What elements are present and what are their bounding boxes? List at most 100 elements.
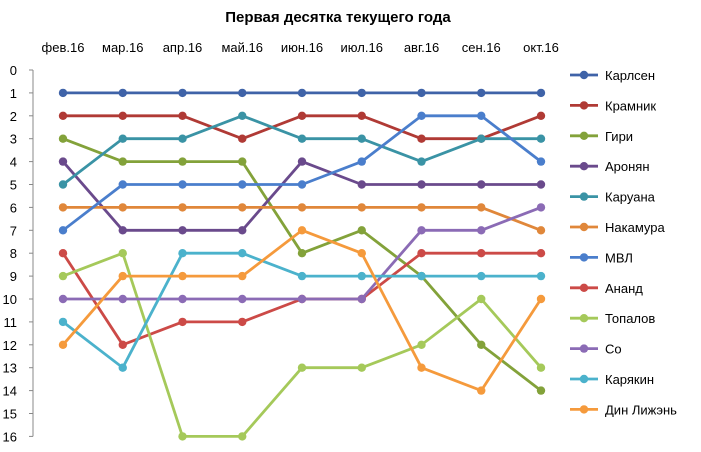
data-point: [536, 180, 546, 189]
data-point: [238, 88, 247, 98]
legend-label: Топалов: [605, 311, 655, 326]
legend-label: Гири: [605, 129, 633, 144]
data-point: [417, 88, 426, 98]
legend: Карлсен Крамник Гири Аронян Каруана Накамура М…: [570, 68, 677, 417]
series: [58, 249, 546, 441]
data-point: [118, 111, 127, 121]
series-line: [61, 160, 543, 232]
data-point: [417, 134, 426, 143]
data-point: [417, 249, 426, 258]
series-line: [61, 114, 543, 232]
series: [58, 203, 546, 235]
legend-item: Со: [570, 342, 622, 357]
data-point: [58, 226, 68, 235]
data-point: [477, 249, 486, 258]
data-point: [58, 88, 68, 98]
data-point: [536, 157, 546, 166]
data-point: [238, 226, 247, 235]
legend-swatch-marker: [579, 70, 589, 80]
data-point: [58, 134, 68, 143]
data-point: [536, 226, 546, 235]
data-point: [118, 363, 127, 372]
data-point: [58, 203, 68, 212]
legend-label: МВЛ: [605, 250, 633, 265]
legend-swatch-marker: [579, 162, 589, 171]
data-point: [238, 203, 247, 212]
y-tick-label: 5: [10, 178, 17, 193]
data-point: [118, 271, 127, 281]
data-point: [297, 226, 307, 235]
data-point: [536, 249, 546, 258]
data-point: [178, 111, 187, 121]
data-point: [297, 157, 307, 166]
y-tick-label: 0: [10, 63, 17, 78]
data-point: [477, 294, 486, 304]
data-point: [357, 157, 366, 166]
legend-item: Дин Лижэнь: [570, 402, 677, 417]
x-tick-label: апр.16: [163, 40, 203, 55]
legend-item: Карякин: [570, 372, 654, 387]
data-point: [417, 340, 426, 349]
data-point: [536, 134, 546, 143]
data-point: [536, 386, 546, 395]
data-point: [357, 134, 366, 143]
x-axis-tick-labels: фев.16 мар.16 апр.16 май.16 июн.16 июл.16 авг.…: [42, 40, 559, 55]
data-point: [178, 203, 187, 212]
x-tick-label: авг.16: [404, 40, 439, 55]
data-point: [178, 317, 187, 327]
legend-swatch-marker: [579, 344, 589, 353]
data-point: [238, 294, 247, 304]
data-point: [118, 88, 127, 98]
series: [58, 111, 546, 189]
data-point: [357, 180, 366, 189]
data-point: [297, 134, 307, 143]
series-line: [61, 137, 543, 393]
legend-item: Крамник: [570, 98, 656, 113]
data-point: [58, 340, 68, 349]
data-point: [178, 249, 187, 258]
data-point: [118, 203, 127, 212]
data-point: [477, 340, 486, 349]
legend-swatch-marker: [579, 283, 589, 292]
data-point: [178, 271, 187, 281]
data-point: [297, 111, 307, 121]
data-point: [238, 432, 247, 441]
y-tick-label: 14: [3, 384, 17, 399]
series: [58, 111, 546, 235]
x-tick-label: май.16: [221, 40, 263, 55]
data-point: [58, 249, 68, 258]
data-point: [238, 249, 247, 258]
legend-swatch-marker: [579, 101, 589, 110]
data-point: [238, 111, 247, 121]
y-tick-label: 12: [3, 338, 17, 353]
legend-label: Карякин: [605, 372, 654, 387]
series: [58, 134, 546, 395]
data-point: [297, 180, 307, 189]
y-tick-label: 3: [10, 132, 17, 147]
data-point: [477, 134, 486, 143]
y-tick-label: 13: [3, 361, 17, 376]
series: [58, 226, 546, 395]
data-point: [58, 180, 68, 189]
legend-item: Гири: [570, 129, 633, 144]
legend-item: МВЛ: [570, 250, 633, 265]
data-point: [417, 226, 426, 235]
chart-title: Первая десятка текущего года: [225, 9, 451, 26]
data-point: [417, 363, 426, 372]
series: [58, 111, 546, 143]
data-point: [536, 88, 546, 98]
data-point: [297, 294, 307, 304]
data-point: [178, 294, 187, 304]
data-point: [238, 271, 247, 281]
data-point: [357, 226, 366, 235]
series: [58, 157, 546, 235]
legend-label: Аронян: [605, 159, 650, 174]
data-point: [297, 271, 307, 281]
data-point: [118, 134, 127, 143]
y-tick-label: 6: [10, 200, 17, 215]
y-tick-label: 9: [10, 269, 17, 284]
legend-item: Каруана: [570, 190, 656, 205]
data-point: [417, 203, 426, 212]
y-tick-label: 7: [10, 223, 17, 238]
